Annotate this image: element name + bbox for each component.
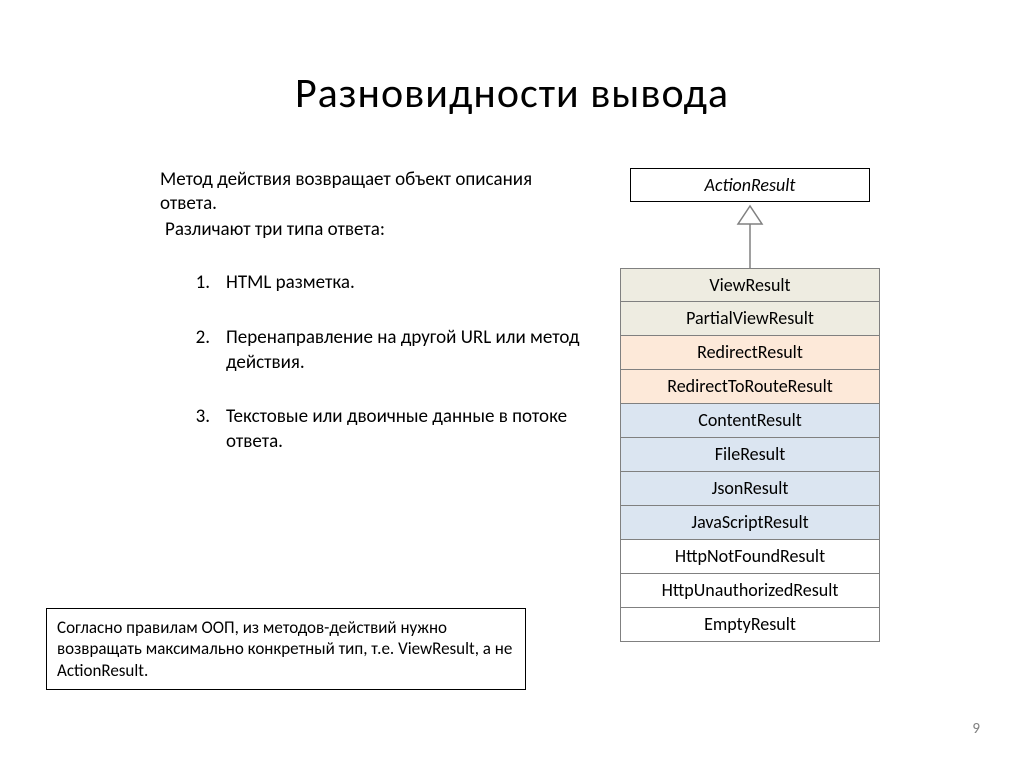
table-row: JavaScriptResult — [620, 506, 880, 540]
list-item: 3. Текстовые или двоичные данные в поток… — [190, 405, 590, 454]
list-item: 2. Перенаправление на другой URL или мет… — [190, 326, 590, 375]
table-row: PartialViewResult — [620, 302, 880, 336]
content-area: Метод действия возвращает объект описани… — [90, 168, 590, 485]
list-number: 1. — [190, 271, 226, 296]
derived-classes-table: ViewResultPartialViewResultRedirectResul… — [620, 268, 880, 642]
list-text: Текстовые или двоичные данные в потоке о… — [226, 405, 590, 454]
table-row: FileResult — [620, 438, 880, 472]
note-box: Согласно правилам ООП, из методов-действ… — [46, 608, 526, 690]
list-number: 2. — [190, 326, 226, 351]
list-text: HTML разметка. — [226, 271, 590, 296]
numbered-list: 1. HTML разметка. 2. Перенаправление на … — [90, 271, 590, 454]
inheritance-diagram: ActionResult ViewResultPartialViewResult… — [620, 168, 880, 642]
list-number: 3. — [190, 405, 226, 430]
table-row: JsonResult — [620, 472, 880, 506]
inheritance-arrow-icon — [620, 202, 880, 268]
slide-title: Разновидности вывода — [0, 0, 1024, 119]
page-number: 9 — [972, 720, 980, 738]
list-item: 1. HTML разметка. — [190, 271, 590, 296]
table-row: ViewResult — [620, 268, 880, 302]
table-row: RedirectToRouteResult — [620, 370, 880, 404]
base-class-cell: ActionResult — [630, 168, 870, 202]
table-row: ContentResult — [620, 404, 880, 438]
table-row: HttpNotFoundResult — [620, 540, 880, 574]
table-row: EmptyResult — [620, 608, 880, 642]
table-row: RedirectResult — [620, 336, 880, 370]
list-text: Перенаправление на другой URL или метод … — [226, 326, 590, 375]
intro-text-2: Различают три типа ответа: — [90, 218, 590, 242]
table-row: HttpUnauthorizedResult — [620, 574, 880, 608]
intro-text-1: Метод действия возвращает объект описани… — [90, 168, 590, 216]
